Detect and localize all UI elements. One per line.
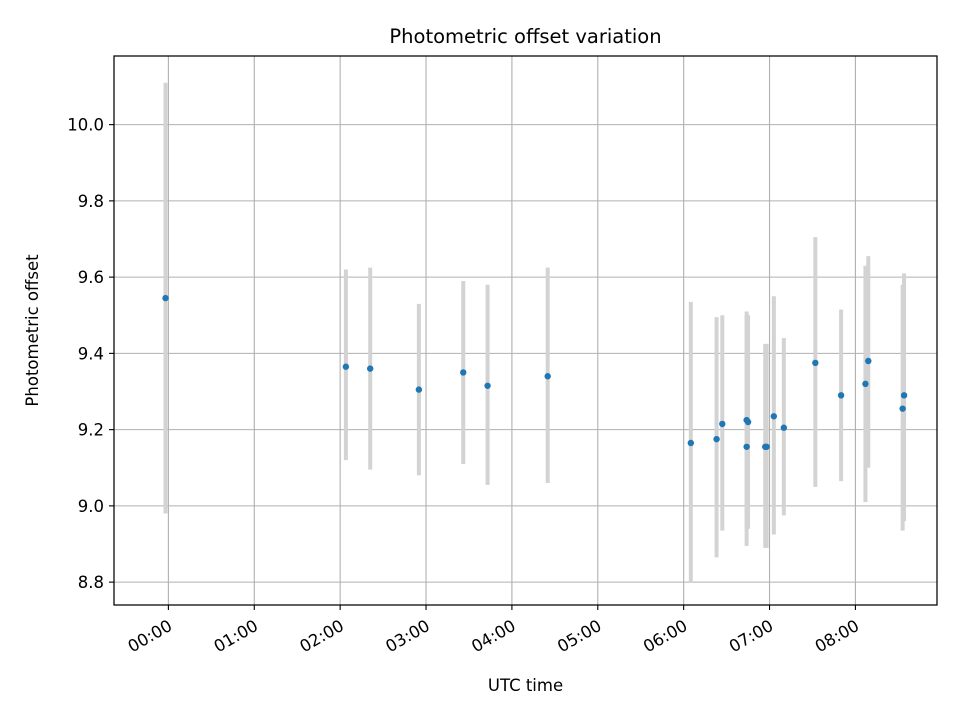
data-point xyxy=(780,424,788,431)
data-point xyxy=(367,365,374,372)
y-tick-label: 9.0 xyxy=(78,497,104,516)
data-point xyxy=(900,392,908,399)
y-tick-label: 9.6 xyxy=(78,268,104,287)
data-point xyxy=(342,363,350,370)
data-point xyxy=(899,405,906,412)
data-point xyxy=(837,392,845,399)
data-point xyxy=(484,382,491,389)
data-point xyxy=(763,443,770,450)
data-point xyxy=(862,380,869,388)
data-point xyxy=(770,413,778,420)
data-point xyxy=(744,418,752,426)
chart-title: Photometric offset variation xyxy=(389,25,661,48)
y-tick-label: 9.8 xyxy=(78,192,104,211)
point-layer xyxy=(162,294,908,450)
data-point xyxy=(812,359,819,367)
plot-frame xyxy=(113,55,938,606)
data-point xyxy=(162,294,169,302)
data-point xyxy=(687,439,695,447)
y-tick-label: 9.4 xyxy=(78,344,104,363)
y-tick-label: 8.8 xyxy=(78,573,104,592)
data-point xyxy=(415,386,423,393)
x-axis-label: UTC time xyxy=(488,676,563,695)
data-point xyxy=(713,435,720,443)
grid-layer xyxy=(114,56,937,605)
data-point xyxy=(719,420,726,428)
data-point xyxy=(743,443,750,450)
data-point xyxy=(460,369,467,376)
data-point xyxy=(865,357,872,365)
y-tick-label: 9.2 xyxy=(78,421,104,440)
data-point xyxy=(544,373,551,380)
y-tick-label: 10.0 xyxy=(67,116,104,135)
y-axis-label: Photometric offset xyxy=(23,254,42,407)
